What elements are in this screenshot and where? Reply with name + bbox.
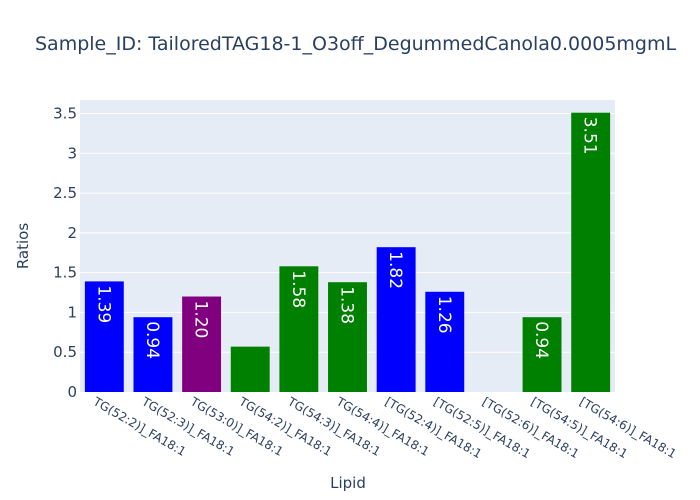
bar: [376, 247, 416, 392]
bar: [522, 317, 562, 392]
y-tick-label: 0.5: [53, 343, 77, 361]
bar: [230, 346, 270, 392]
x-tick-labels: TG(52:2)]_FA18:1TG(52:3)]_FA18:1TG(53:0)…: [90, 394, 679, 461]
bar: [571, 112, 611, 392]
bar-value-labels: 1.39 0.94 1.20 1.58 1.38 1.82 1.26 0.94 3.51: [93, 117, 599, 359]
y-tick-label: 2.5: [53, 184, 77, 202]
y-tick-label: 2: [67, 224, 77, 242]
bar: [84, 281, 124, 392]
bar-value-label: 1.58: [288, 270, 308, 308]
bar: [279, 266, 319, 392]
bars: [84, 112, 611, 392]
bar: [182, 296, 222, 392]
bar-value-label: 3.51: [580, 117, 600, 155]
y-tick-label: 1.5: [53, 264, 77, 282]
y-tick-label: 3: [67, 144, 77, 162]
bar-value-label: 0.94: [142, 321, 162, 359]
x-tick-label: TG(52:2)]_FA18:1: [90, 394, 188, 459]
y-tick-labels: 0 0.5 1 1.5 2 2.5 3 3.5: [53, 105, 77, 401]
y-axis-title: Ratios: [14, 223, 32, 270]
bar-value-label: 1.38: [337, 286, 357, 324]
y-tick-label: 0: [67, 383, 77, 401]
bar: [133, 317, 173, 392]
bar-value-label: 1.82: [385, 251, 405, 289]
chart-title: Sample_ID: TailoredTAG18-1_O3off_Degumme…: [35, 33, 676, 55]
bar-value-label: 1.39: [93, 285, 113, 323]
y-tick-label: 3.5: [53, 105, 77, 123]
y-tick-label: 1: [67, 303, 77, 321]
bar: [328, 282, 367, 392]
bar: [425, 291, 465, 392]
bar-value-label: 1.20: [191, 301, 211, 339]
bar-value-label: 0.94: [531, 321, 551, 359]
x-axis-title: Lipid: [330, 474, 366, 492]
bar-value-label: 1.26: [434, 296, 454, 334]
